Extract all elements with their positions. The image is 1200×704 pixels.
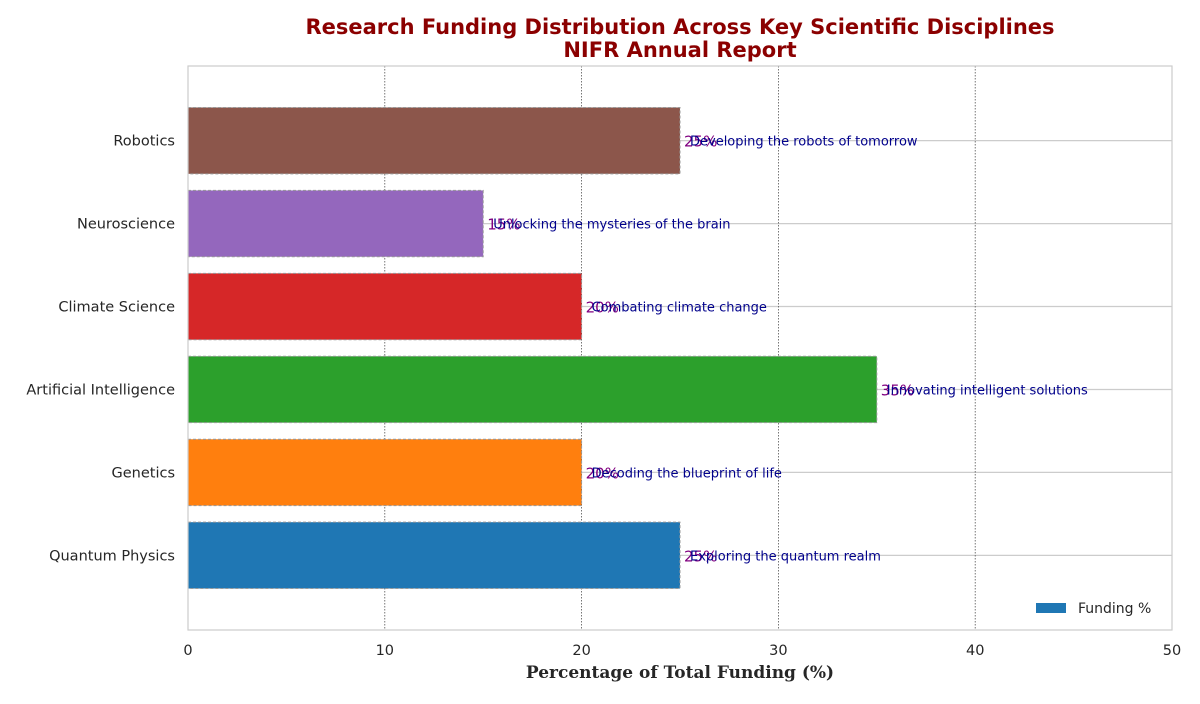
value-label: 20% xyxy=(586,299,619,317)
x-tick-label: 10 xyxy=(376,643,394,659)
bar xyxy=(187,189,484,258)
category-label: Genetics xyxy=(111,465,175,481)
legend-patch xyxy=(1036,603,1066,613)
x-tick-label: 30 xyxy=(769,643,787,659)
value-label: 35% xyxy=(881,381,914,399)
bar-annotation: Combating climate change xyxy=(592,301,767,316)
bar xyxy=(187,106,681,175)
bar-annotation: Decoding the blueprint of life xyxy=(592,466,782,481)
plot-frame xyxy=(187,65,1173,631)
bar xyxy=(187,272,583,341)
x-tick-label: 50 xyxy=(1163,643,1181,659)
category-label: Climate Science xyxy=(58,300,175,316)
category-label: Robotics xyxy=(113,134,175,150)
value-label: 25% xyxy=(684,133,717,151)
x-tick-label: 20 xyxy=(572,643,590,659)
bar-annotation: Innovating intelligent solutions xyxy=(887,383,1088,398)
bar-annotation: Developing the robots of tomorrow xyxy=(690,135,918,150)
x-tick-label: 0 xyxy=(183,643,192,659)
bar-annotation: Unlocking the mysteries of the brain xyxy=(493,218,730,233)
x-tick-label: 40 xyxy=(966,643,984,659)
chart-title: Research Funding Distribution Across Key… xyxy=(305,15,1054,39)
chart-subtitle: NIFR Annual Report xyxy=(563,38,796,62)
value-label: 20% xyxy=(586,464,619,482)
category-label: Artificial Intelligence xyxy=(26,382,175,398)
bar xyxy=(187,521,681,590)
bar xyxy=(187,438,583,507)
labels-layer: 25%Exploring the quantum realm20%Decodin… xyxy=(487,133,1088,566)
legend-label: Funding % xyxy=(1078,601,1151,617)
category-label: Neuroscience xyxy=(77,217,175,233)
category-label: Quantum Physics xyxy=(49,548,175,564)
bar-annotation: Exploring the quantum realm xyxy=(690,549,881,564)
value-label: 25% xyxy=(684,547,717,565)
bar xyxy=(187,355,878,424)
axis-layer: Quantum Physics Genetics Artificial Intell… xyxy=(26,134,1181,659)
value-label: 15% xyxy=(487,216,520,234)
legend: Funding % xyxy=(1028,594,1166,622)
x-axis-label: Percentage of Total Funding (%) xyxy=(526,663,834,683)
